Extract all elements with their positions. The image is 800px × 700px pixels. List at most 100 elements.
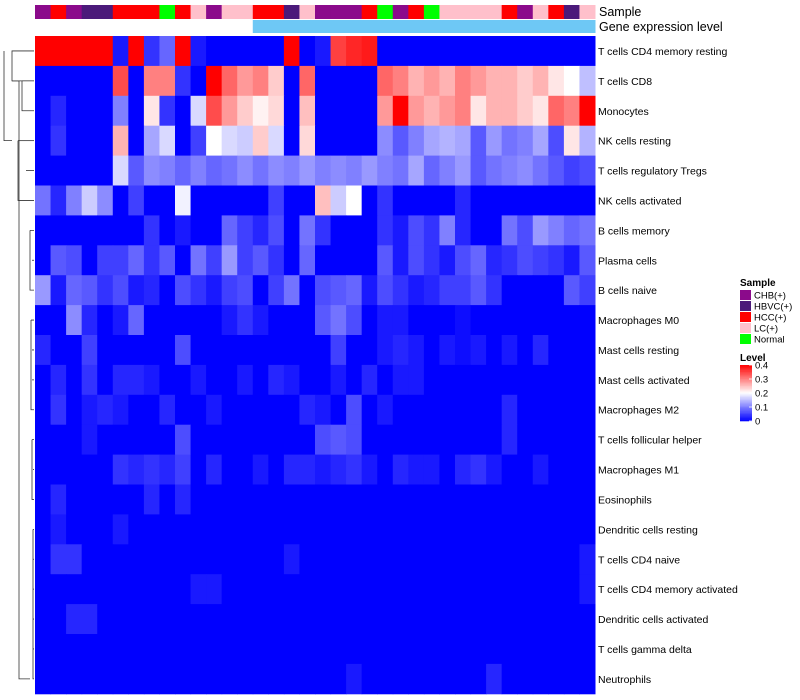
heatmap-cell: [237, 364, 254, 396]
heatmap-cell: [501, 544, 518, 575]
heatmap-cell: [66, 544, 83, 575]
heatmap-cell: [221, 364, 238, 396]
heatmap-cell: [112, 215, 129, 246]
heatmap-cell: [112, 454, 129, 485]
heatmap-cell: [470, 364, 487, 396]
heatmap-cell: [206, 305, 223, 336]
heatmap-cell: [377, 305, 394, 336]
level-legend-gradient-step: [740, 400, 752, 402]
heatmap-cell: [346, 275, 363, 306]
heatmap-cell: [361, 514, 378, 545]
heatmap-cell: [268, 394, 285, 426]
sample-annotation-cell: [206, 5, 223, 19]
annotation-label: Sample: [599, 5, 641, 19]
heatmap-cell: [50, 215, 67, 246]
heatmap-cell: [97, 65, 114, 97]
heatmap-cell: [81, 185, 98, 216]
heatmap-cell: [486, 305, 503, 336]
heatmap-cell: [315, 574, 332, 605]
row-dendrogram-branch: [3, 50, 12, 142]
heatmap-cell: [221, 604, 238, 635]
heatmap-cell: [112, 574, 129, 605]
row-dendrogram-branch: [29, 229, 34, 291]
heatmap-cell: [283, 454, 300, 485]
heatmap-cell: [81, 663, 98, 695]
heatmap-cell: [470, 663, 487, 695]
gene-expression-annotation-cell: [268, 20, 285, 33]
heatmap-cell: [159, 394, 176, 426]
row-dendrogram-branch: [31, 439, 34, 500]
heatmap-cell: [237, 95, 254, 127]
heatmap-cell: [330, 335, 347, 366]
heatmap-cell: [563, 394, 580, 426]
heatmap-cell: [159, 125, 176, 157]
heatmap-cell: [35, 663, 52, 695]
heatmap-cell: [128, 215, 145, 246]
heatmap-cell: [361, 245, 378, 276]
gene-expression-annotation-cell: [35, 20, 52, 33]
heatmap-cell: [299, 604, 316, 635]
heatmap-cell: [408, 663, 425, 695]
heatmap-cell: [128, 125, 145, 157]
heatmap-cell: [128, 454, 145, 485]
heatmap-cell: [423, 335, 440, 366]
heatmap-cell: [532, 514, 549, 545]
heatmap-cell: [455, 364, 472, 396]
heatmap-cell: [408, 305, 425, 336]
heatmap-cell: [455, 275, 472, 306]
heatmap-cell: [283, 604, 300, 635]
heatmap-cell: [548, 634, 565, 665]
heatmap-cell: [439, 335, 456, 366]
heatmap-cell: [221, 155, 238, 186]
sample-annotation-cell: [221, 5, 238, 19]
heatmap-cell: [486, 574, 503, 605]
heatmap-cell: [346, 424, 363, 456]
heatmap-cell: [377, 514, 394, 545]
heatmap-cell: [532, 663, 549, 695]
heatmap-cell: [423, 634, 440, 665]
sample-annotation-cell: [423, 5, 440, 19]
heatmap-cell: [408, 424, 425, 456]
heatmap-cell: [159, 663, 176, 695]
heatmap-cell: [548, 424, 565, 456]
heatmap-cell: [377, 155, 394, 186]
heatmap-cell: [221, 574, 238, 605]
heatmap-cell: [392, 604, 409, 635]
gene-expression-annotation-cell: [532, 20, 549, 33]
heatmap-cell: [35, 604, 52, 635]
heatmap-cell: [408, 634, 425, 665]
gene-expression-annotation-cell: [455, 20, 472, 33]
heatmap-cell: [35, 634, 52, 665]
level-legend-gradient-step: [740, 402, 752, 405]
heatmap-cell: [315, 185, 332, 216]
heatmap-cell: [206, 514, 223, 545]
heatmap-cell: [190, 215, 207, 246]
heatmap-cell: [330, 155, 347, 186]
heatmap-cell: [190, 65, 207, 97]
heatmap-cell: [283, 36, 300, 67]
sample-annotation-cell: [97, 5, 114, 19]
heatmap-cell: [330, 65, 347, 97]
heatmap-cell: [175, 663, 192, 695]
heatmap-cell: [501, 65, 518, 97]
heatmap-cell: [143, 185, 160, 216]
heatmap-cell: [486, 185, 503, 216]
heatmap-cell: [81, 604, 98, 635]
row-dendrogram-branch: [12, 80, 34, 112]
heatmap-cell: [283, 155, 300, 186]
sample-annotation-cell: [299, 5, 316, 19]
heatmap-cell: [252, 215, 269, 246]
heatmap-cell: [268, 275, 285, 306]
heatmap-cell: [283, 245, 300, 276]
level-legend-gradient-step: [740, 404, 752, 406]
level-legend-gradient-step: [740, 383, 752, 385]
heatmap-cell: [532, 275, 549, 306]
heatmap-cell: [128, 394, 145, 426]
row-label: NK cells activated: [598, 195, 682, 207]
heatmap-cell: [548, 65, 565, 97]
heatmap-cell: [252, 305, 269, 336]
heatmap-cell: [563, 335, 580, 366]
heatmap-cell: [517, 36, 534, 67]
heatmap-cell: [392, 394, 409, 426]
gene-expression-annotation-cell: [563, 20, 580, 33]
